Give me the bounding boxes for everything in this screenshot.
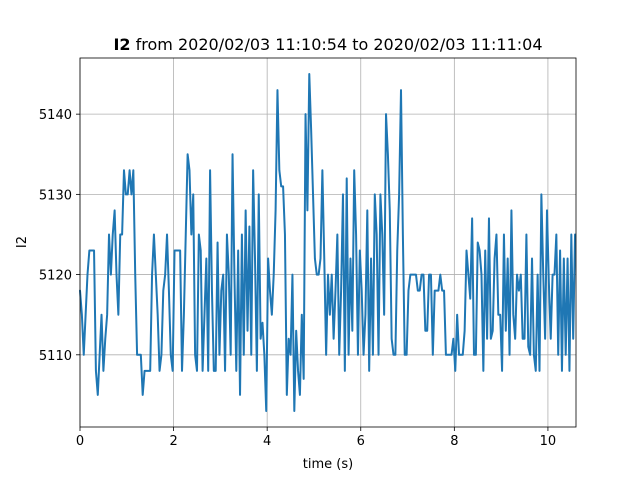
y-tick-label: 5110	[39, 349, 72, 364]
x-tick-label: 0	[76, 434, 84, 449]
x-axis-label: time (s)	[303, 457, 353, 472]
x-tick-label: 8	[450, 434, 458, 449]
x-tick-label: 2	[169, 434, 177, 449]
y-tick-label: 5130	[39, 188, 72, 203]
plot-frame	[79, 57, 577, 428]
chart-title: I2 from 2020/02/03 11:10:54 to 2020/02/0…	[113, 35, 542, 54]
series-layer	[79, 73, 577, 412]
y-tick-label: 5140	[39, 108, 72, 123]
x-tick-label: 4	[263, 434, 271, 449]
x-tick-label: 6	[357, 434, 365, 449]
x-tick-label: 10	[540, 434, 557, 449]
series-line-0	[79, 73, 577, 412]
y-axis-label: I2	[15, 236, 30, 248]
axis-ticks: 0 2 4 6 8 10 5110 5120 5130 5140	[39, 108, 556, 449]
chart-title-bold: I2	[113, 35, 130, 54]
y-tick-label: 5120	[39, 269, 72, 284]
chart-title-rest: from 2020/02/03 11:10:54 to 2020/02/03 1…	[131, 35, 543, 54]
